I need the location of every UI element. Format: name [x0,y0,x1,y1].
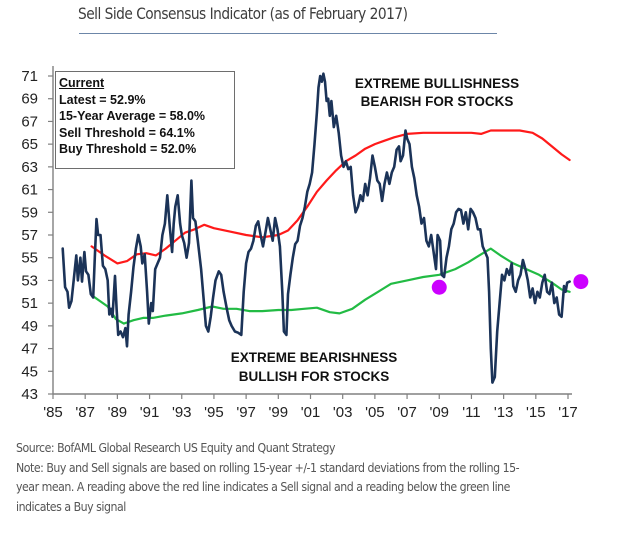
x-tick-label: '11 [462,404,480,421]
buy-threshold-value: Buy Threshold = 52.0% [59,142,197,156]
x-tick-label: '85 [43,404,63,421]
x-tick-label: '97 [236,404,256,421]
annotation-bearish: EXTREME BEARISHNESS BULLISH FOR STOCKS [231,350,398,384]
annotation-bearish-line-1: EXTREME BEARISHNESS [231,350,398,365]
title-underline [79,33,497,34]
y-tick-label: 51 [21,295,38,312]
x-tick-label: '17 [558,404,578,421]
note-line-2: year mean. A reading above the red line … [16,479,510,494]
x-tick-label: '03 [333,404,353,421]
x-tick-label: '89 [108,404,128,421]
annotation-bullish-line-1: EXTREME BULLISHNESS [355,76,519,91]
x-tick-label: '99 [269,404,289,421]
y-tick-label: 47 [21,341,38,358]
sell-threshold-line [90,129,571,265]
x-tick-label: '95 [204,404,224,421]
marker-layer [431,274,589,295]
sell-threshold-value: Sell Threshold = 64.1% [59,125,195,140]
y-tick-label: 53 [21,272,38,289]
annotation-bearish-line-2: BULLISH FOR STOCKS [239,369,390,384]
x-tick-label: '15 [526,404,546,421]
x-tick-label: '07 [397,404,417,421]
y-tick-label: 59 [21,204,38,221]
x-tick-label: '05 [365,404,385,421]
annotation-bullish: EXTREME BULLISHNESS BEARISH FOR STOCKS [355,76,519,109]
current-values-header: Current [59,76,105,90]
y-tick-label: 67 [21,113,38,130]
source-note: Source: BofAML Global Research US Equity… [16,440,336,455]
x-tick-label: '01 [301,404,321,421]
y-tick-label: 69 [21,91,38,108]
x-axis: '85 '87 '89 '91 '93 '95 '97 '99 '01 '03 '05 '07 '09 '… [43,393,578,421]
y-tick-label: 45 [21,363,38,380]
buy-signal-marker [431,279,447,295]
chart-title: Sell Side Consensus Indicator (as of Feb… [78,4,408,23]
x-tick-label: '93 [172,404,192,421]
note-line-1: Note: Buy and Sell signals are based on … [16,459,520,475]
note-line-3: indicates a Buy signal [16,498,126,514]
x-tick-label: '87 [75,404,95,421]
annotation-bullish-line-2: BEARISH FOR STOCKS [361,94,514,109]
x-tick-label: '91 [140,404,160,421]
y-tick-label: 63 [21,159,38,176]
y-tick-label: 55 [21,250,38,267]
indicator-line [61,72,571,384]
y-axis: 71 69 67 65 63 61 59 57 55 53 51 49 47 45 43 [21,66,54,403]
y-tick-label: 57 [21,227,38,244]
x-tick-label: '13 [494,404,514,421]
y-tick-label: 43 [21,386,38,403]
latest-value: Latest = 52.9% [59,92,146,107]
fifteen-year-average-value: 15-Year Average = 58.0% [59,109,206,123]
x-tick-label: '09 [429,404,449,421]
buy-signal-marker [573,274,589,290]
chart-footnotes: Source: BofAML Global Research US Equity… [16,438,535,516]
y-tick-label: 71 [21,68,38,85]
series-layer [61,72,571,384]
y-tick-label: 61 [21,182,38,199]
current-values-box: Current Latest = 52.9% 15-Year Average =… [55,71,235,169]
y-tick-label: 49 [21,318,38,335]
y-tick-label: 65 [21,136,38,153]
